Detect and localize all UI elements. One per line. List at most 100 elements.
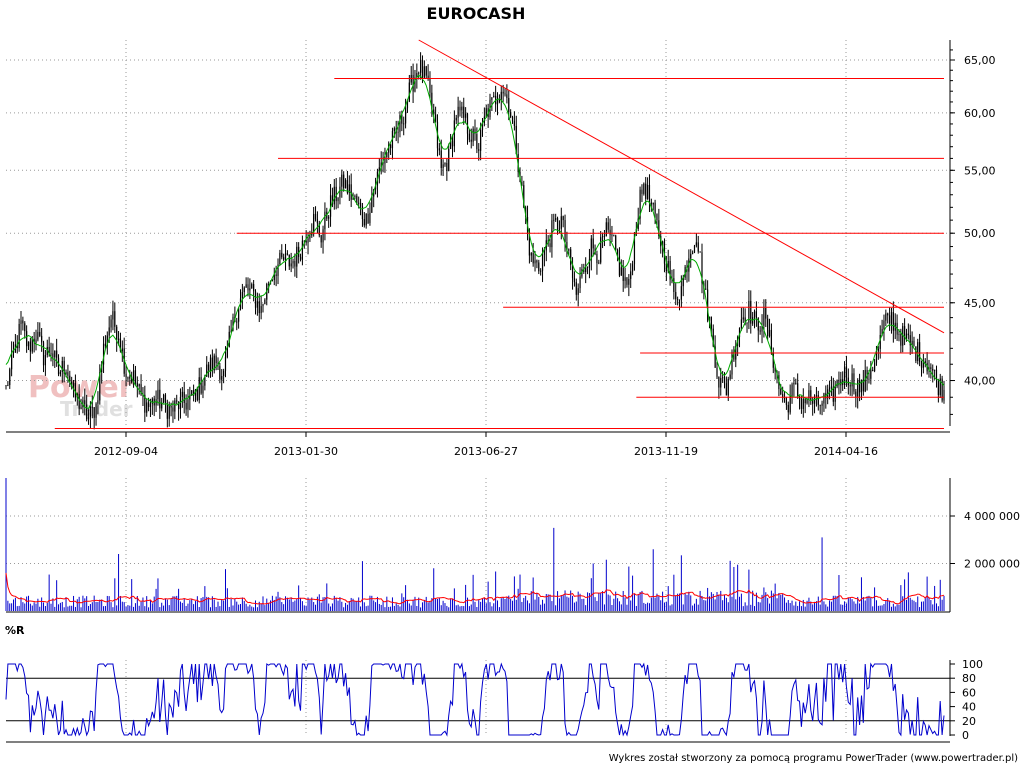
candle-body <box>166 403 168 419</box>
candle-body <box>875 351 878 363</box>
candle-body <box>474 128 476 135</box>
candle-body <box>789 395 791 413</box>
candle-body <box>39 331 41 336</box>
y-tick-label: 50,00 <box>964 227 996 240</box>
candle-body <box>870 369 872 379</box>
candle-body <box>146 402 148 413</box>
candle-body <box>127 377 129 379</box>
candle-body <box>534 260 536 264</box>
candle-body <box>378 167 380 172</box>
candle-body <box>418 72 420 74</box>
candle-body <box>309 235 311 239</box>
candle-body <box>50 353 52 355</box>
candle-body <box>500 91 502 100</box>
candle-body <box>281 252 283 258</box>
candle-body <box>849 385 851 387</box>
candle-body <box>144 394 146 413</box>
candle-body <box>328 216 330 219</box>
candle-body <box>798 397 801 399</box>
trendline-layer <box>54 39 945 429</box>
candle-body <box>204 376 206 386</box>
candle-body <box>622 267 624 281</box>
candle-body <box>262 304 264 307</box>
candle-body <box>823 393 825 404</box>
candle-body <box>680 286 682 300</box>
candle-body <box>538 262 540 272</box>
candle-body <box>313 213 315 233</box>
candle-body <box>549 243 551 248</box>
candle-body <box>256 301 258 308</box>
candle-body <box>682 277 684 287</box>
candle-body <box>352 197 354 200</box>
candle-body <box>427 75 429 79</box>
candle-body <box>817 395 819 405</box>
candle-body <box>164 394 167 404</box>
candle-body <box>451 141 454 147</box>
candle-body <box>600 237 602 263</box>
candle-body <box>316 219 319 224</box>
candle-body <box>382 162 384 164</box>
candle-body <box>442 164 444 169</box>
osc-tick-label: 80 <box>962 672 976 685</box>
candle-body <box>555 218 557 220</box>
candle-body <box>423 66 425 78</box>
candle-body <box>429 78 431 93</box>
candle-body <box>9 369 11 386</box>
candle-body <box>802 398 804 409</box>
candle-body <box>236 321 238 323</box>
candle-body <box>42 342 45 366</box>
candle-body <box>543 250 546 255</box>
y-tick-label: 45,00 <box>964 297 996 310</box>
candle-body <box>838 379 840 386</box>
candle-body <box>179 396 182 410</box>
candle-body <box>333 186 335 205</box>
candle-body <box>939 378 941 395</box>
candle-body <box>907 333 909 336</box>
candle-body <box>675 291 677 300</box>
candle-body <box>804 398 806 404</box>
candle-body <box>468 133 470 140</box>
candle-body <box>245 284 247 288</box>
candle-body <box>298 246 300 257</box>
candle-body <box>465 113 467 118</box>
candle-body <box>290 263 292 267</box>
candle-body <box>493 95 495 98</box>
candle-body <box>193 390 195 396</box>
chart-title: EUROCASH <box>427 4 526 23</box>
candle-body <box>275 274 277 276</box>
candle-body <box>540 270 542 272</box>
candle-body <box>935 369 938 380</box>
candle-body <box>20 320 22 324</box>
candle-body <box>61 360 63 372</box>
candle-body <box>132 370 135 383</box>
candle-body <box>361 206 364 219</box>
candle-body <box>828 387 831 390</box>
candle-body <box>937 379 939 395</box>
x-tick-label: 2014-04-16 <box>814 445 878 458</box>
volume-tick-label: 2 000 000 <box>964 558 1020 571</box>
candle-body <box>466 113 469 134</box>
candle-body <box>662 241 664 247</box>
candle-body <box>585 267 587 273</box>
volume-tick-label: 4 000 000 <box>964 510 1020 523</box>
candle-body <box>157 389 159 400</box>
candle-body <box>491 97 493 100</box>
candle-body <box>611 234 613 236</box>
candle-body <box>174 400 176 412</box>
candle-body <box>583 269 585 273</box>
candle-body <box>845 366 848 378</box>
candle-body <box>783 397 786 399</box>
candle-body <box>558 228 561 230</box>
candle-body <box>772 352 774 368</box>
candle-body <box>284 253 287 260</box>
candle-body <box>746 322 748 324</box>
candle-body <box>915 346 917 361</box>
candle-body <box>87 417 90 420</box>
candle-body <box>755 311 757 319</box>
candle-body <box>48 346 50 354</box>
candle-body <box>851 373 853 387</box>
candle-body <box>406 101 409 109</box>
candle-body <box>883 320 885 329</box>
candle-body <box>650 202 652 205</box>
candle-body <box>528 231 531 256</box>
